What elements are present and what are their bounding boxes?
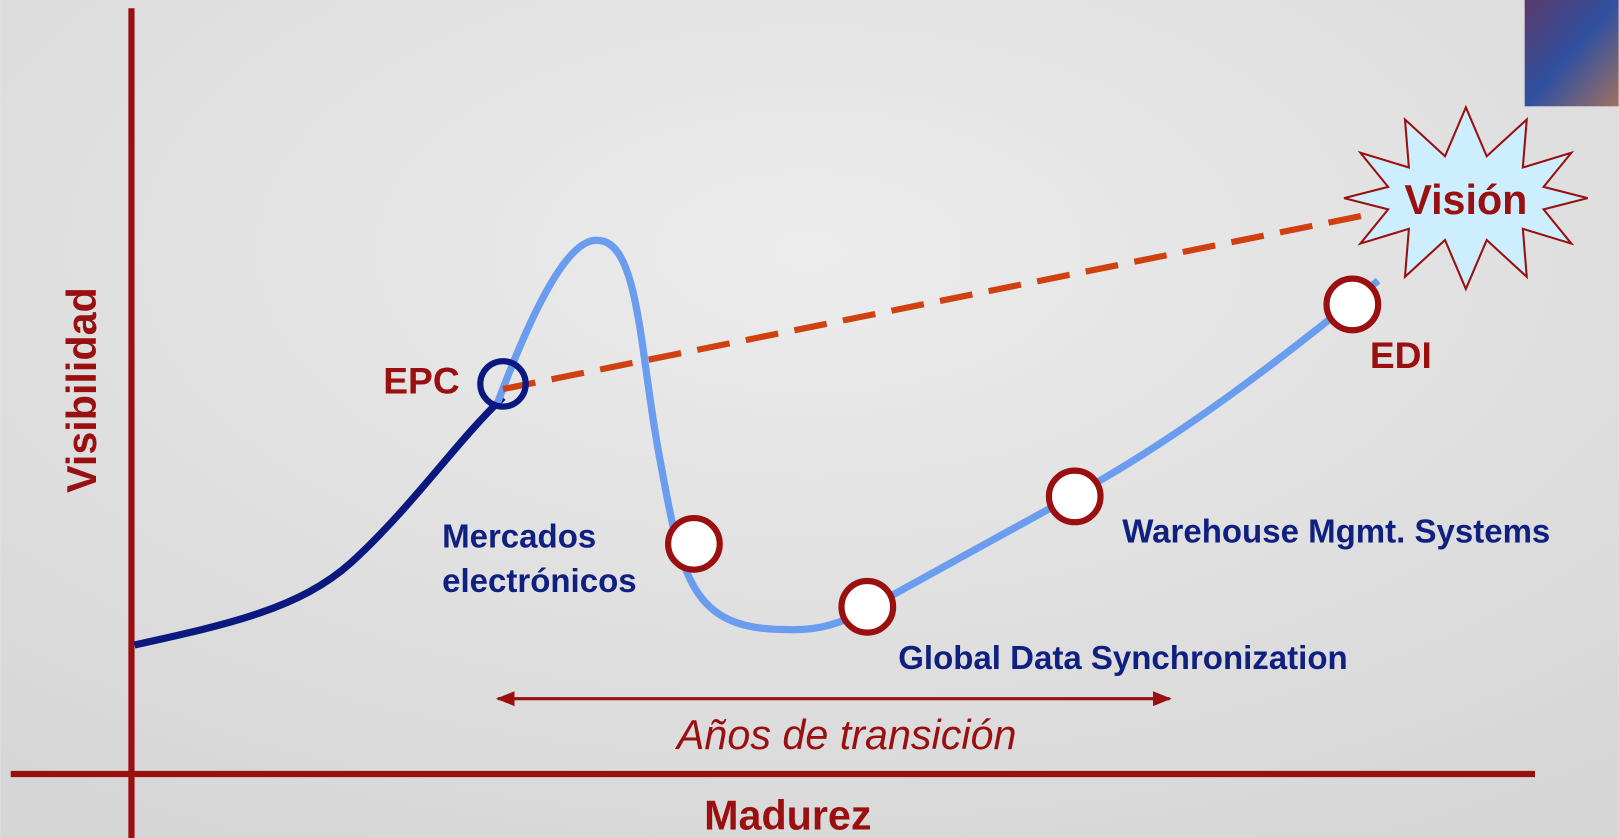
vision-label: Visión <box>1404 177 1527 223</box>
x-axis-label: Madurez <box>704 792 871 838</box>
vision-star <box>1343 104 1588 292</box>
past-curve <box>133 394 506 649</box>
node-edi <box>1323 275 1382 334</box>
node-label: Warehouse Mgmt. Systems <box>1122 512 1550 549</box>
node-gds <box>838 577 897 636</box>
node-label: EDI <box>1370 334 1432 376</box>
node-epc <box>477 358 529 410</box>
y-axis-label: Visibilidad <box>59 287 105 493</box>
hype-curve <box>492 236 1381 634</box>
transition-label: Años de transición <box>674 712 1017 758</box>
corner-image <box>1524 0 1619 107</box>
node-mercados <box>665 514 723 573</box>
node-label: electrónicos <box>442 562 637 599</box>
node-label: Mercados <box>442 517 596 554</box>
node-label: Global Data Synchronization <box>898 639 1347 676</box>
node-wms <box>1045 467 1104 526</box>
node-label: EPC <box>383 360 459 402</box>
